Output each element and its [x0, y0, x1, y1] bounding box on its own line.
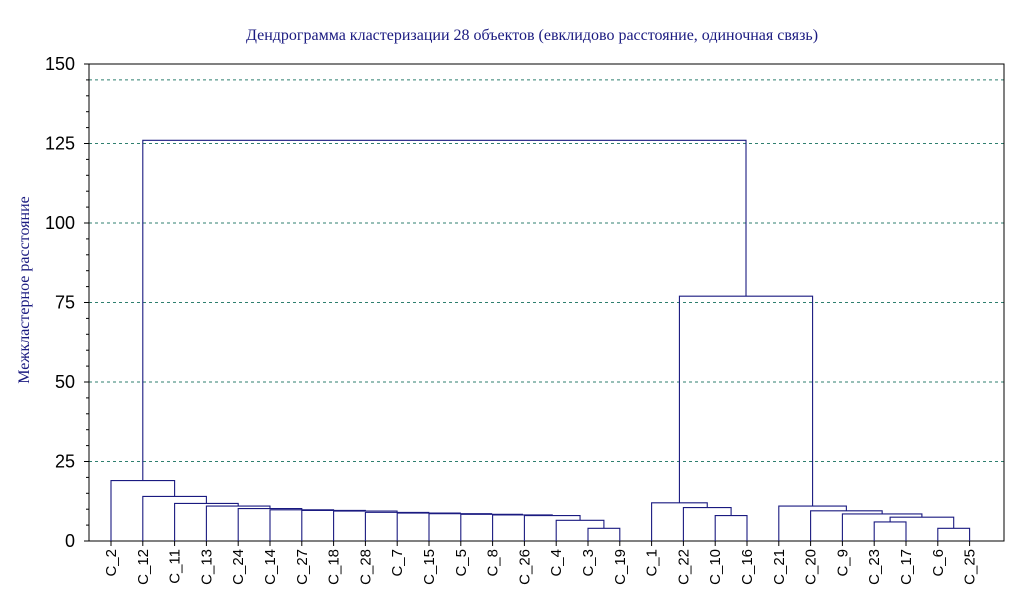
leaf-label: C_28 — [357, 549, 374, 585]
leaf-label: C_19 — [612, 549, 629, 585]
y-tick-label: 125 — [45, 134, 75, 154]
leaf-label: C_6 — [930, 549, 947, 577]
dendrogram-link-m22 — [889, 516, 955, 529]
leaf-label: C_9 — [834, 549, 851, 577]
y-axis-label: Межкластерное расстояние — [16, 196, 33, 383]
y-tick-label: 75 — [55, 293, 75, 313]
dendrogram-link-m27 — [142, 139, 747, 481]
leaf-label: C_14 — [262, 549, 279, 585]
leaf-label: C_7 — [389, 549, 406, 577]
dendrogram-link-m5 — [460, 513, 523, 541]
leaf-label: C_11 — [167, 549, 184, 584]
dendrogram-link-m20 — [937, 527, 971, 541]
dendrogram-link-m2 — [555, 519, 605, 541]
leaf-label: C_15 — [421, 549, 438, 585]
leaf-label: C_10 — [707, 549, 724, 585]
leaf-label: C_27 — [294, 549, 311, 585]
leaf-label: C_4 — [548, 549, 565, 577]
dendrogram-link-m17 — [714, 515, 748, 541]
leaf-label: C_1 — [644, 549, 661, 577]
y-tick-label: 150 — [45, 54, 75, 74]
dendrogram-link-m4 — [492, 514, 553, 541]
dendrogram-link-m19 — [651, 502, 708, 541]
leaf-label: C_23 — [866, 549, 883, 585]
dendrogram-link-m24 — [810, 510, 883, 541]
y-axis-ticks: 0 25 50 75 100 125 150 — [45, 54, 89, 551]
leaf-label: C_21 — [771, 549, 788, 585]
y-tick-label: 50 — [55, 372, 75, 392]
dendrogram-links — [110, 139, 971, 541]
leaf-label: C_26 — [516, 549, 533, 585]
dendrogram-link-m21 — [873, 521, 907, 541]
leaf-label: C_24 — [230, 549, 247, 585]
leaf-label: C_22 — [675, 549, 692, 585]
leaf-label: C_12 — [135, 549, 152, 585]
leaf-label: C_16 — [739, 549, 756, 585]
x-axis-labels: C_2 C_12 C_11 C_13 C_24 C_14 C_27 C_18 C_28 C_7 C_… — [103, 541, 979, 585]
leaf-label: C_3 — [580, 549, 597, 577]
dendrogram-link-m3 — [523, 515, 581, 541]
dendrogram-link-m18 — [682, 507, 732, 541]
y-tick-label: 25 — [55, 452, 75, 472]
leaf-label: C_17 — [898, 549, 915, 585]
leaf-label: C_25 — [962, 549, 979, 585]
leaf-label: C_13 — [198, 549, 215, 585]
leaf-label: C_5 — [453, 549, 470, 577]
leaf-label: C_18 — [326, 549, 343, 585]
dendrogram-link-m1 — [587, 527, 621, 541]
dendrogram-link-m26 — [678, 295, 814, 507]
leaf-label: C_8 — [485, 549, 502, 577]
chart-title: Дендрограмма кластеризации 28 объектов (… — [246, 27, 818, 44]
leaf-label: C_2 — [103, 549, 120, 577]
y-tick-label: 0 — [65, 531, 75, 551]
leaf-label: C_20 — [803, 549, 820, 585]
dendrogram-link-m23 — [841, 513, 923, 541]
y-tick-label: 100 — [45, 213, 75, 233]
gridlines — [89, 79, 1004, 462]
